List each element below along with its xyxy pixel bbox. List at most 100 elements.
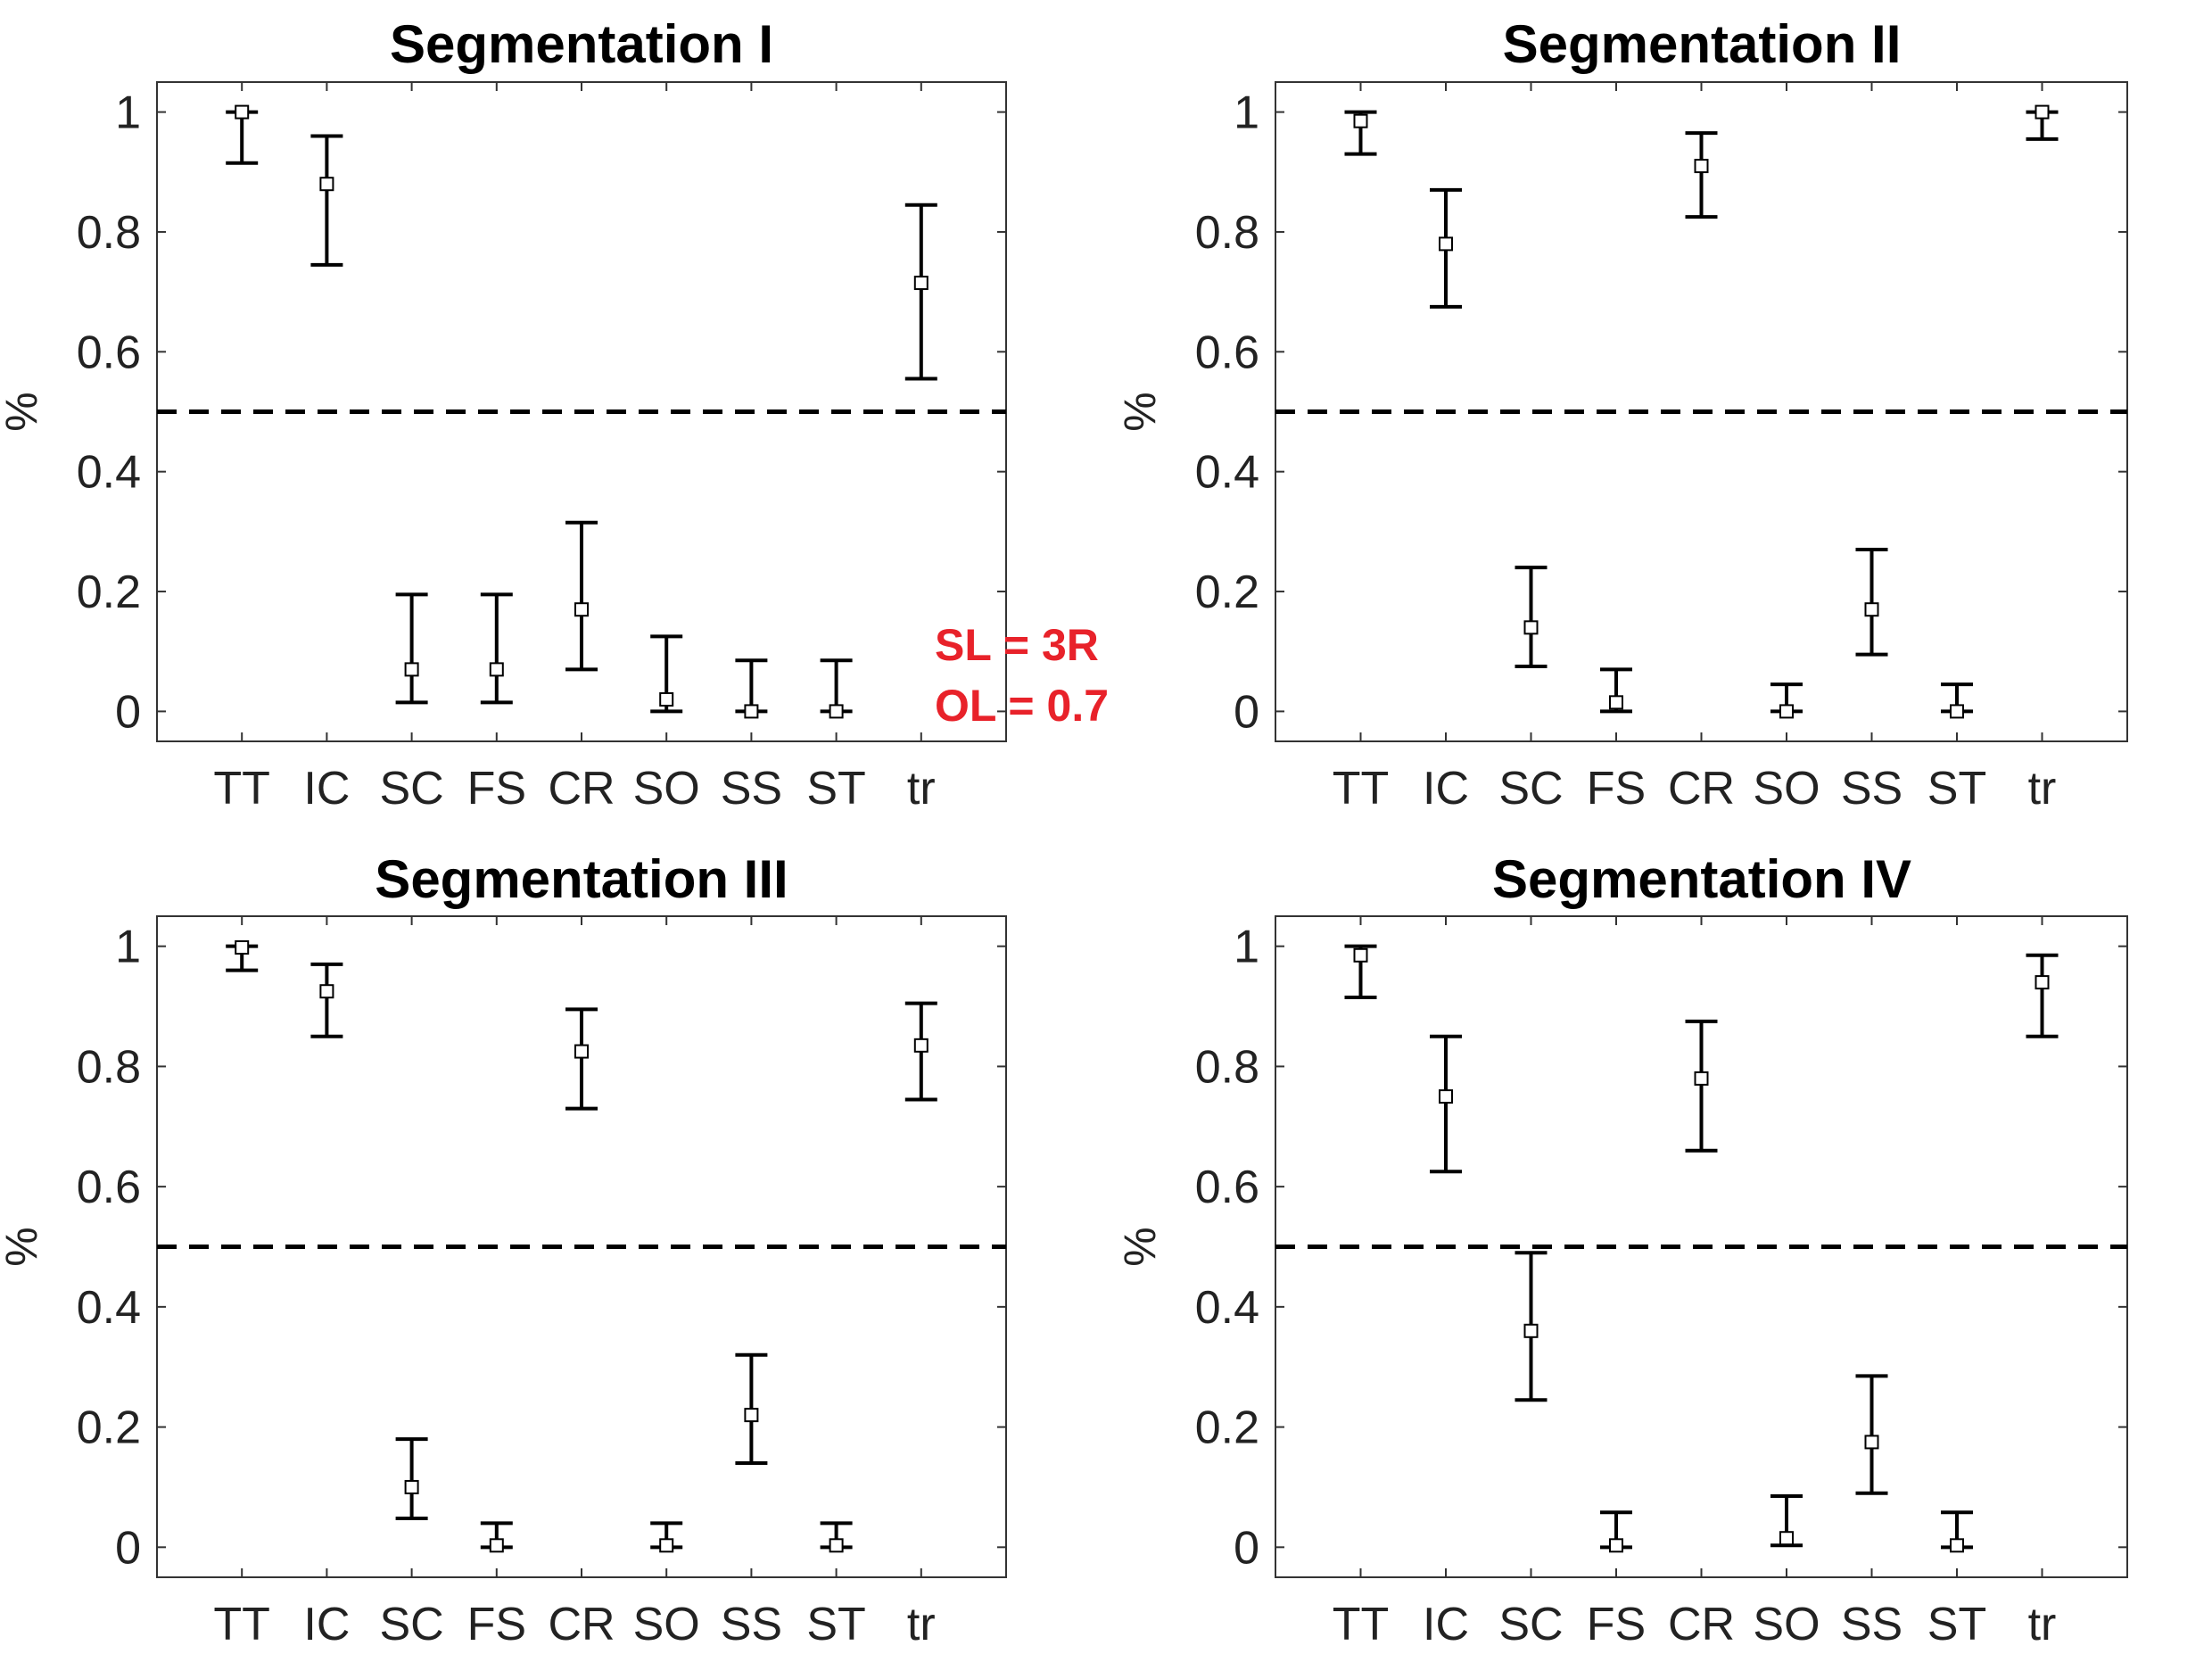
x-tick-label-tt: TT [213, 1599, 270, 1650]
x-tick-label-cr: CR [1668, 1599, 1735, 1650]
data-point [319, 984, 334, 999]
data-point [829, 1538, 844, 1553]
data-point [489, 662, 504, 677]
x-tick-label-cr: CR [548, 1599, 615, 1650]
data-point [1439, 1089, 1453, 1104]
x-tick-label-tr: tr [907, 763, 936, 815]
data-point [913, 1038, 929, 1053]
chart-title: Segmentation II [1503, 14, 1902, 74]
x-tick-label-tt: TT [1333, 763, 1390, 815]
data-point [1523, 620, 1539, 635]
x-tick-label-ic: IC [303, 1599, 350, 1650]
y-axis-label: % [1115, 392, 1165, 431]
data-point [235, 940, 250, 955]
y-tick-label: 0.2 [77, 566, 141, 618]
x-tick-label-tr: tr [2028, 763, 2057, 815]
x-tick-label-ss: SS [721, 1599, 782, 1650]
y-tick-label: 1 [1234, 922, 1259, 973]
y-tick-label: 0 [115, 1522, 141, 1574]
y-tick-label: 0.2 [1195, 1402, 1259, 1454]
y-tick-label: 0 [1234, 1522, 1259, 1574]
x-tick-label-tt: TT [1333, 1599, 1390, 1650]
data-point [1950, 704, 1964, 719]
y-tick-label: 0.6 [1195, 1162, 1259, 1213]
y-tick-label: 0.8 [1195, 1041, 1259, 1093]
y-tick-label: 1 [1234, 87, 1259, 139]
annotation-sl: SL = 3R [935, 620, 1099, 670]
y-tick-label: 0.8 [77, 207, 141, 259]
y-tick-label: 0.4 [1195, 1282, 1259, 1334]
y-tick-label: 1 [115, 922, 141, 973]
y-tick-label: 1 [115, 87, 141, 139]
data-point [744, 704, 759, 719]
y-tick-label: 0.4 [1195, 447, 1259, 499]
chart-title: Segmentation IV [1492, 849, 1911, 909]
chart-panel-4: Segmentation IV% 0 0.2 0.4 0.6 0.8 1 TT IC SC FS CR… [1115, 849, 2128, 1650]
data-point [744, 1408, 759, 1423]
chart-panel-1: Segmentation I% 0 0.2 0.4 0.6 0.8 1 TT IC SC FS CR S… [0, 14, 1109, 815]
data-point [1353, 947, 1368, 963]
y-tick-label: 0.2 [77, 1402, 141, 1454]
data-point [319, 177, 334, 192]
x-tick-label-st: ST [1927, 763, 1986, 815]
data-point [404, 662, 419, 677]
y-tick-label: 0.2 [1195, 566, 1259, 618]
data-point [1779, 1531, 1794, 1546]
data-point [659, 1538, 674, 1553]
x-tick-label-so: SO [1753, 1599, 1820, 1650]
x-tick-label-ic: IC [1423, 1599, 1469, 1650]
x-tick-label-ss: SS [1841, 1599, 1902, 1650]
chart-panel-3: Segmentation III% 0 0.2 0.4 0.6 0.8 1 TT IC SC FS C… [0, 849, 1007, 1650]
data-point [1609, 1538, 1623, 1553]
x-tick-label-cr: CR [548, 763, 615, 815]
data-point [659, 691, 674, 707]
y-axis-label: % [0, 392, 46, 431]
data-point [913, 276, 929, 291]
y-tick-label: 0.6 [77, 327, 141, 378]
x-tick-label-so: SO [633, 1599, 700, 1650]
data-point [2035, 104, 2050, 120]
x-tick-label-fs: FS [467, 763, 526, 815]
data-point [235, 104, 250, 120]
data-point [1609, 695, 1623, 710]
x-tick-label-st: ST [806, 1599, 865, 1650]
x-tick-label-sc: SC [1498, 1599, 1563, 1650]
data-point [1864, 602, 1879, 617]
data-point [1439, 236, 1453, 252]
annotation-ol: OL = 0.7 [935, 681, 1109, 731]
x-tick-label-tt: TT [213, 763, 270, 815]
chart-title: Segmentation III [375, 849, 788, 909]
data-point [1353, 113, 1368, 128]
x-tick-label-st: ST [1927, 1599, 1986, 1650]
x-tick-label-tr: tr [907, 1599, 936, 1650]
x-tick-label-tr: tr [2028, 1599, 2057, 1650]
chart-title: Segmentation I [390, 14, 773, 74]
x-tick-label-so: SO [633, 763, 700, 815]
data-point [2035, 975, 2050, 990]
data-point [404, 1479, 419, 1494]
data-point [574, 602, 589, 617]
y-tick-label: 0.8 [77, 1041, 141, 1093]
y-tick-label: 0.4 [77, 447, 141, 499]
data-point [1694, 1071, 1709, 1086]
data-point [829, 704, 844, 719]
x-tick-label-ic: IC [1423, 763, 1469, 815]
data-point [1694, 159, 1709, 174]
data-point [1523, 1323, 1539, 1338]
x-tick-label-cr: CR [1668, 763, 1735, 815]
x-tick-label-fs: FS [1587, 1599, 1646, 1650]
x-tick-label-fs: FS [467, 1599, 526, 1650]
y-tick-label: 0.6 [1195, 327, 1259, 378]
y-axis-label: % [0, 1227, 46, 1266]
x-tick-label-sc: SC [379, 1599, 443, 1650]
y-tick-label: 0.6 [77, 1162, 141, 1213]
data-point [1950, 1538, 1964, 1553]
y-tick-label: 0.8 [1195, 207, 1259, 259]
y-tick-label: 0.4 [77, 1282, 141, 1334]
x-tick-label-sc: SC [1498, 763, 1563, 815]
x-tick-label-ss: SS [721, 763, 782, 815]
x-tick-label-ic: IC [303, 763, 350, 815]
x-tick-label-st: ST [806, 763, 865, 815]
y-axis-label: % [1115, 1227, 1165, 1266]
